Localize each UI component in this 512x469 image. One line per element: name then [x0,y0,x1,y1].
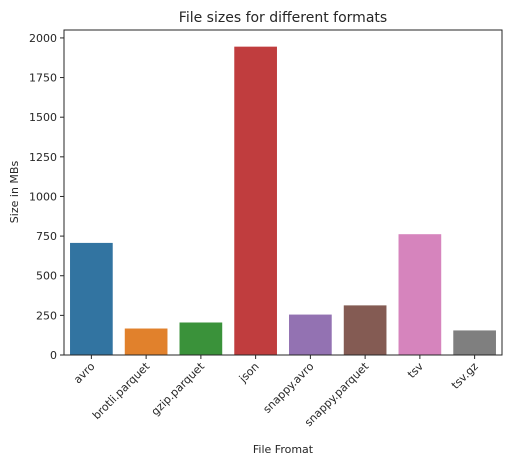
y-tick-label: 1750 [29,72,57,85]
y-tick-label: 250 [36,309,57,322]
chart-title: File sizes for different formats [179,10,387,26]
bar-brotli-parquet [124,328,168,355]
bar-avro [70,242,113,355]
y-tick-label: 500 [36,270,57,283]
y-tick-label: 0 [50,349,57,362]
plot-frame [63,29,503,356]
x-tick-label: snappy.avro [261,360,317,416]
y-tick-label: 1000 [29,190,57,203]
bar-snappy-parquet [343,305,387,355]
bar-gzip-parquet [179,322,223,355]
x-tick-label: brotli.parquet [90,359,153,422]
bar-tsv-gz [453,330,496,355]
x-tick-label: tsv.gz [449,360,481,392]
y-tick-label: 1500 [29,111,57,124]
y-tick-label: 1250 [29,151,57,164]
x-tick-label: json [236,360,262,386]
bar-tsv [398,234,442,355]
x-axis-label: File Fromat [253,443,314,456]
x-tick-label: tsv [405,360,426,381]
y-tick-label: 750 [36,230,57,243]
x-tick-label: gzip.parquet [149,359,208,418]
bar-snappy-avro [289,314,332,355]
bar-json [234,46,277,356]
y-tick-label: 2000 [29,32,57,45]
x-tick-label: avro [71,360,98,387]
y-axis-label: Size in MBs [8,161,21,224]
